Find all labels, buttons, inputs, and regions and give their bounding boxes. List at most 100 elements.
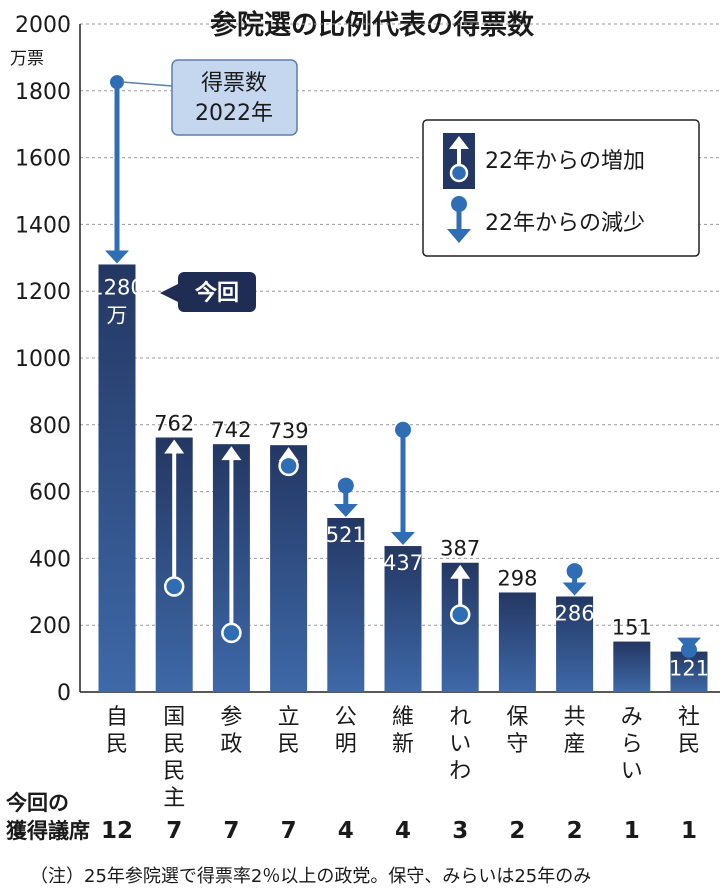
marker-2022	[221, 622, 242, 644]
marker-2022	[566, 563, 583, 580]
y-tick-label: 600	[29, 481, 71, 506]
bar	[670, 651, 708, 692]
legend-box	[422, 119, 700, 257]
value-labels: 1280 万 762 742 739 521 437 387 298 286 151 121	[90, 275, 709, 680]
y-tick-label: 400	[29, 547, 71, 572]
legend: 22年からの増加 22年からの減少	[422, 119, 700, 257]
bar	[498, 592, 536, 692]
category-label: 産	[564, 732, 586, 757]
category-label: 新	[392, 732, 414, 757]
marker-2022	[337, 477, 354, 494]
callout-current-box	[178, 272, 256, 312]
callout-2022-box	[171, 59, 298, 136]
category-label: み	[621, 705, 643, 730]
value-label: 121	[669, 657, 709, 681]
y-tick-label: 0	[57, 681, 71, 706]
bar	[384, 546, 422, 692]
value-label: 742	[211, 418, 251, 442]
value-label-unit: 万	[107, 303, 128, 327]
category-label: 公	[335, 705, 357, 730]
y-tick-label: 1600	[15, 147, 71, 172]
callout-2022: 得票数 2022年	[121, 59, 298, 136]
category-label: 政	[220, 732, 242, 757]
category-label: 民	[163, 759, 185, 784]
category-label: い	[449, 732, 471, 757]
seat-count: 3	[452, 818, 468, 844]
bar	[270, 445, 308, 692]
category-label: 共	[564, 705, 586, 730]
category-label: ら	[621, 732, 643, 757]
seats-header-line2: 獲得議席	[6, 819, 90, 843]
y-axis-unit: 万票	[10, 49, 44, 69]
chart-title: 参院選の比例代表の得票数	[210, 9, 535, 41]
value-label: 151	[612, 616, 652, 640]
increase-arrow-head	[164, 439, 185, 454]
category-label: 国	[163, 705, 185, 730]
value-label: 762	[154, 411, 194, 435]
y-tick-label: 1200	[15, 280, 71, 305]
bar	[556, 596, 594, 692]
seat-count: 4	[338, 818, 354, 844]
value-label: 437	[383, 551, 423, 575]
value-label: 286	[555, 601, 595, 625]
category-label: 民	[678, 732, 700, 757]
category-label: れ	[449, 705, 471, 730]
marker-2022	[395, 421, 411, 438]
category-label: 民	[106, 732, 128, 757]
seat-count: 1	[681, 818, 697, 844]
change-markers	[105, 73, 701, 658]
legend-increase-label: 22年からの増加	[485, 149, 645, 174]
marker-2022	[278, 455, 299, 477]
category-label: 自	[106, 705, 128, 730]
category-label: 民	[163, 732, 185, 757]
seat-count: 2	[567, 818, 583, 844]
callout-current: 今回	[160, 272, 256, 312]
increase-arrow-head	[450, 564, 471, 579]
seat-count: 7	[281, 818, 297, 844]
y-tick-label: 800	[29, 414, 71, 439]
legend-decrease-label: 22年からの減少	[485, 211, 645, 236]
callout-current-label: 今回	[195, 280, 239, 306]
category-label: 社	[678, 705, 700, 730]
category-label: 主	[163, 786, 185, 811]
value-label: 739	[269, 419, 309, 443]
category-label: 保	[506, 705, 528, 730]
decrease-arrow-head	[391, 532, 415, 546]
bar	[613, 641, 651, 692]
category-label: 参	[220, 705, 242, 730]
legend-increase-icon	[443, 133, 475, 189]
value-label: 521	[326, 523, 366, 547]
decrease-arrow-head	[677, 637, 701, 651]
decrease-arrow-head	[333, 503, 358, 517]
bar	[327, 517, 365, 692]
seat-count: 2	[509, 818, 525, 844]
y-tick-label: 2000	[15, 13, 71, 38]
category-label: 守	[506, 732, 528, 757]
callout-2022-leader	[121, 81, 173, 87]
y-tick-label: 1400	[15, 213, 71, 238]
callout-current-pointer	[160, 283, 180, 303]
y-tick-label: 1000	[15, 347, 71, 372]
y-axis-ticks: 0 200 400 600 800 1000 1200 1400 1600 1800 2000	[15, 13, 71, 706]
footnote: （注）25年参院選で得票率2％以上の政党。保守、みらいは25年のみ	[30, 866, 591, 887]
y-tick-label: 200	[29, 614, 71, 639]
seats-header-line1: 今回の	[6, 791, 69, 815]
value-label: 298	[497, 566, 537, 590]
seat-count: 12	[101, 818, 133, 844]
callout-2022-line2: 2022年	[195, 101, 273, 126]
category-label: い	[621, 759, 643, 784]
category-label: 維	[392, 705, 414, 730]
seat-count: 4	[395, 818, 411, 844]
category-label: 明	[335, 732, 357, 757]
category-label: わ	[449, 759, 471, 784]
y-tick-label: 1800	[15, 80, 71, 105]
decrease-arrow-head	[562, 582, 587, 596]
seat-count: 7	[223, 818, 239, 844]
seat-count: 1	[624, 818, 640, 844]
seat-count: 7	[166, 818, 182, 844]
legend-decrease-icon	[447, 196, 471, 243]
category-label: 民	[278, 732, 300, 757]
marker-2022	[449, 604, 471, 625]
